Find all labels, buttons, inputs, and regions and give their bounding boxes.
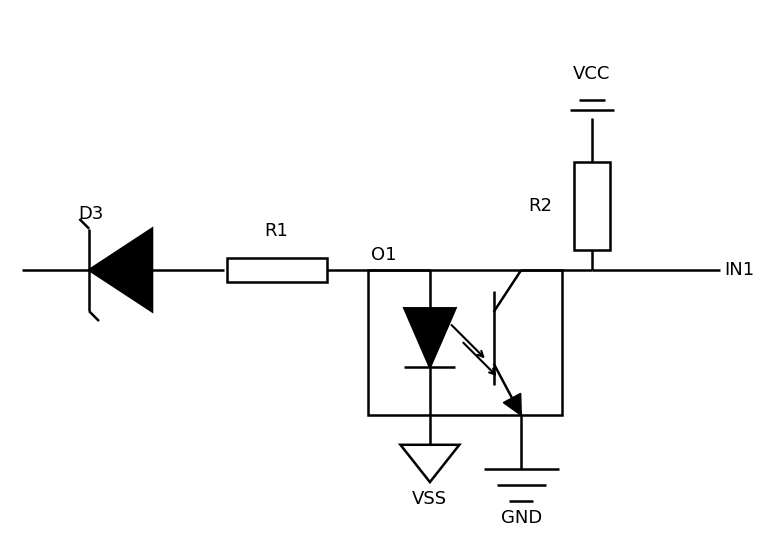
- Bar: [227, 258, 326, 282]
- Text: VSS: VSS: [412, 490, 447, 507]
- Text: D3: D3: [78, 205, 103, 223]
- Text: O1: O1: [371, 246, 396, 264]
- Text: R1: R1: [264, 222, 288, 240]
- Bar: [575, 162, 610, 250]
- Text: R2: R2: [529, 197, 552, 215]
- Text: GND: GND: [501, 509, 542, 527]
- Text: IN1: IN1: [724, 261, 755, 279]
- Polygon shape: [89, 229, 152, 311]
- Text: VCC: VCC: [573, 64, 610, 83]
- Polygon shape: [404, 308, 455, 367]
- Polygon shape: [503, 393, 521, 415]
- Bar: [368, 270, 562, 415]
